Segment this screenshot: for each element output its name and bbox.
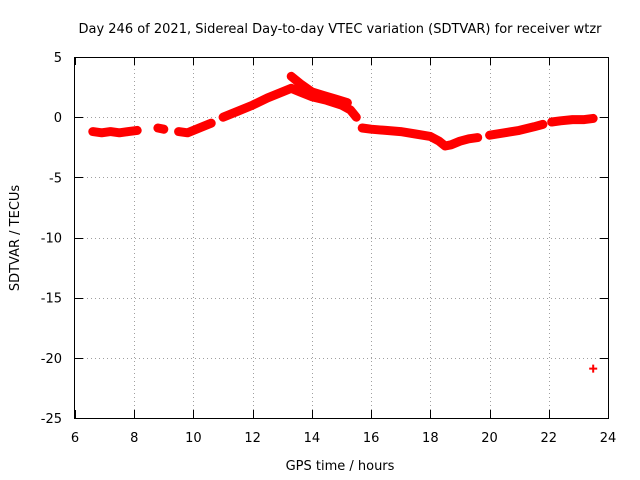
data-point xyxy=(346,105,355,114)
data-point xyxy=(88,127,97,136)
data-point xyxy=(589,364,598,373)
axis-ticks xyxy=(75,57,609,419)
data-point xyxy=(568,115,577,124)
x-tick-label: 20 xyxy=(481,431,498,446)
data-point xyxy=(589,114,598,123)
data-point xyxy=(447,140,456,149)
data-point xyxy=(106,127,115,136)
data-point xyxy=(263,93,272,102)
data-point xyxy=(124,127,133,136)
x-tick-label: 14 xyxy=(304,431,321,446)
data-point xyxy=(473,133,482,142)
data-point xyxy=(296,79,305,88)
data-point xyxy=(287,84,296,93)
x-tick-label: 12 xyxy=(244,431,261,446)
data-point xyxy=(529,122,538,131)
data-point xyxy=(358,123,367,132)
data-point xyxy=(307,87,316,96)
y-tick-label: -20 xyxy=(41,352,62,367)
data-point xyxy=(192,125,201,134)
data-point xyxy=(159,125,168,134)
tick-labels: 6 8 10 12 14 16 18 20 22 24 -25 -20 -15 -10 -5 0 5 xyxy=(41,51,617,446)
data-point xyxy=(435,137,444,146)
x-tick-label: 22 xyxy=(541,431,558,446)
data-point xyxy=(174,127,183,136)
data-point xyxy=(296,87,305,96)
data-point xyxy=(97,128,106,137)
x-tick-label: 6 xyxy=(71,431,79,446)
plot-frame xyxy=(74,57,609,419)
y-tick-label: 5 xyxy=(54,51,62,66)
data-series xyxy=(88,71,598,373)
data-point xyxy=(287,72,296,81)
data-point xyxy=(183,128,192,137)
data-point xyxy=(500,128,509,137)
data-point xyxy=(352,113,361,122)
data-point xyxy=(115,128,124,137)
data-point xyxy=(219,113,228,122)
data-point xyxy=(485,131,494,140)
data-point xyxy=(367,125,376,134)
data-point xyxy=(455,137,464,146)
y-tick-label: -10 xyxy=(41,232,62,247)
data-point xyxy=(396,127,405,136)
x-tick-label: 10 xyxy=(185,431,202,446)
data-point xyxy=(319,91,328,100)
chart-title: Day 246 of 2021, Sidereal Day-to-day VTE… xyxy=(78,22,602,37)
data-point xyxy=(278,87,287,96)
y-tick-label: -5 xyxy=(49,171,62,186)
data-point xyxy=(133,126,142,135)
x-tick-label: 18 xyxy=(422,431,439,446)
data-point xyxy=(331,95,340,104)
data-point xyxy=(201,121,210,130)
data-point xyxy=(248,101,257,110)
data-point xyxy=(556,116,565,125)
y-tick-label: 0 xyxy=(54,111,62,126)
data-point xyxy=(233,107,242,116)
data-point xyxy=(547,117,556,126)
y-tick-label: -15 xyxy=(41,292,62,307)
data-point xyxy=(538,120,547,129)
y-axis-label: SDTVAR / TECUs xyxy=(8,185,23,292)
data-point xyxy=(441,142,450,151)
y-tick-label: -25 xyxy=(41,412,62,427)
x-tick-label: 8 xyxy=(130,431,138,446)
data-point xyxy=(426,132,435,141)
data-point xyxy=(343,98,352,107)
data-point xyxy=(153,123,162,132)
x-axis-label: GPS time / hours xyxy=(286,459,395,474)
data-point xyxy=(381,126,390,135)
data-point xyxy=(464,134,473,143)
grid-lines xyxy=(75,57,608,418)
x-tick-label: 16 xyxy=(363,431,380,446)
x-tick-label: 24 xyxy=(600,431,617,446)
data-point xyxy=(411,130,420,139)
data-point xyxy=(515,126,524,135)
data-point xyxy=(207,119,216,128)
data-point xyxy=(580,115,589,124)
